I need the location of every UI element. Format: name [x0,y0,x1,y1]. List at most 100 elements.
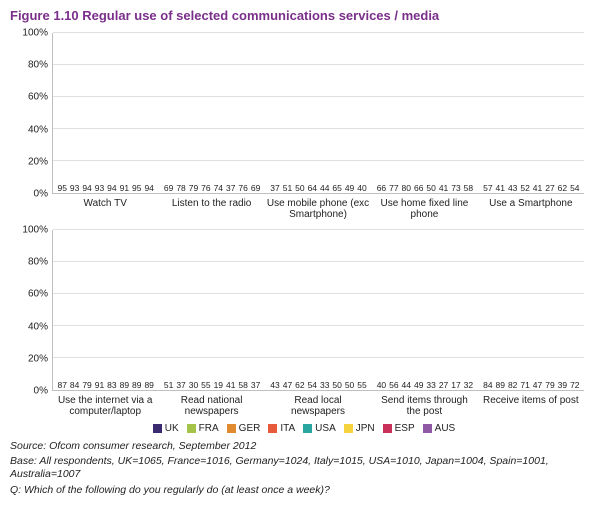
bar-value-label: 43 [270,381,279,390]
bar-value-label: 80 [402,184,411,193]
y-tick-label: 60% [10,92,48,103]
bar-value-label: 62 [295,381,304,390]
bar-value-label: 17 [451,381,460,390]
bar-value-label: 72 [570,381,579,390]
bar-value-label: 50 [426,184,435,193]
bar-value-label: 41 [533,184,542,193]
bar-value-label: 52 [520,184,529,193]
bar-value-label: 79 [82,381,91,390]
bar-value-label: 66 [414,184,423,193]
bar-value-label: 30 [189,381,198,390]
legend-swatch-uk [153,424,162,433]
bar-group: 4056 444933 2717 32 [371,230,477,390]
x-label: Use mobile phone (exc Smartphone) [265,196,371,224]
chart-panel-0: 0%20%40%60%80%100%9593949394919594697879… [10,29,590,224]
chart-panels: 0%20%40%60%80%100%9593949394919594697879… [10,29,590,421]
bar-group: 3751506444654940 [265,33,371,193]
bar-value-label: 57 [483,184,492,193]
legend-label-aus: AUS [435,423,456,434]
bar-value-label: 51 [164,381,173,390]
legend-swatch-usa [303,424,312,433]
bar-value-label: 58 [464,184,473,193]
bar-value-label: 77 [389,184,398,193]
x-label: Read national newspapers [158,393,264,421]
bar-value-label: 51 [283,184,292,193]
bar-value-label: 43 [508,184,517,193]
bar-value-label: 93 [70,184,79,193]
bar-value-label: 69 [251,184,260,193]
y-tick-label: 20% [10,156,48,167]
bar-value-label: 79 [545,381,554,390]
bar-group: 8489827147793972 [478,230,584,390]
bar-value-label: 84 [70,381,79,390]
legend-swatch-ger [227,424,236,433]
bar-value-label: 50 [295,184,304,193]
bar-value-label: 95 [57,184,66,193]
bar-value-label: 69 [164,184,173,193]
plot-area: 8784799183898989513730551941583743476254… [52,230,584,391]
bar-value-label: 55 [357,381,366,390]
y-tick-label: 60% [10,289,48,300]
bar-value-label: 41 [226,381,235,390]
x-label: Watch TV [52,196,158,224]
bar-value-label: 74 [214,184,223,193]
bar-value-label: 76 [201,184,210,193]
bar-value-label: 50 [332,381,341,390]
figure-container: { "title": "Figure 1.10 Regular use of s… [0,0,600,505]
bar-group: 6677806650417358 [371,33,477,193]
bar-value-label: 66 [377,184,386,193]
bar-groups: 9593949394919594697879767437766937515064… [53,33,584,193]
bar-value-label: 44 [402,381,411,390]
bar-group: 5741435241276254 [478,33,584,193]
bar-value-label: 27 [439,381,448,390]
legend-label-fra: FRA [199,423,219,434]
bar-value-label: 58 [238,381,247,390]
legend-label-uk: UK [165,423,179,434]
legend-swatch-aus [423,424,432,433]
legend-swatch-fra [187,424,196,433]
legend-label-ita: ITA [280,423,295,434]
y-tick-label: 0% [10,386,48,397]
bar-value-label: 41 [496,184,505,193]
bar-group: 8784799183898989 [53,230,158,390]
footnote-line-0: Source: Ofcom consumer research, Septemb… [10,440,590,453]
bar-group: 6978797674377669 [158,33,264,193]
bar-value-label: 89 [120,381,129,390]
bar-value-label: 39 [558,381,567,390]
legend-swatch-ita [268,424,277,433]
bar-value-label: 27 [545,184,554,193]
bar-value-label: 84 [483,381,492,390]
bar-value-label: 40 [357,184,366,193]
bar-value-label: 54 [308,381,317,390]
bar-groups: 8784799183898989513730551941583743476254… [53,230,584,390]
bar-value-label: 47 [283,381,292,390]
bar-value-label: 40 [377,381,386,390]
y-tick-label: 80% [10,257,48,268]
bar-value-label: 49 [414,381,423,390]
bar-value-label: 56 [389,381,398,390]
bar-value-label: 94 [144,184,153,193]
legend-label-usa: USA [315,423,336,434]
bar-value-label: 54 [570,184,579,193]
bar-value-label: 41 [439,184,448,193]
bar-value-label: 32 [464,381,473,390]
figure-title: Figure 1.10 Regular use of selected comm… [10,8,590,23]
bar-value-label: 91 [95,381,104,390]
bar-group: 9593949394919594 [53,33,158,193]
bar-value-label: 89 [132,381,141,390]
bar-value-label: 50 [345,381,354,390]
y-tick-label: 80% [10,60,48,71]
bar-value-label: 33 [320,381,329,390]
y-tick-label: 100% [10,28,48,39]
bar-value-label: 37 [270,184,279,193]
bar-value-label: 37 [226,184,235,193]
bar-value-label: 33 [426,381,435,390]
y-tick-label: 100% [10,225,48,236]
bar-value-label: 62 [558,184,567,193]
x-label: Use home fixed line phone [371,196,477,224]
legend-swatch-jpn [344,424,353,433]
legend: UKFRAGERITAUSAJPNESPAUS [10,423,590,434]
bar-value-label: 94 [82,184,91,193]
bar-value-label: 87 [57,381,66,390]
bar-value-label: 37 [251,381,260,390]
